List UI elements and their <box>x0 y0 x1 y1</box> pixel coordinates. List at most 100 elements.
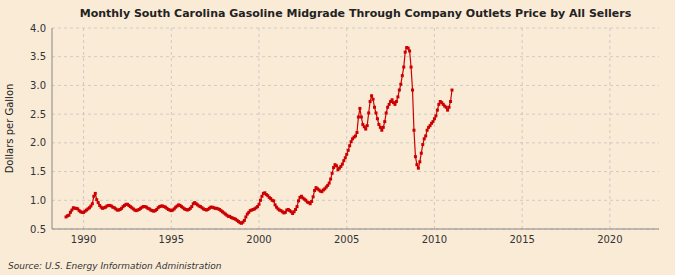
data-point <box>424 134 427 137</box>
data-point <box>244 215 247 218</box>
data-point <box>431 120 434 123</box>
data-point <box>67 214 70 217</box>
y-grid-line <box>52 200 659 201</box>
data-point <box>410 66 413 69</box>
y-tick-label: 2.0 <box>30 137 46 148</box>
y-grid-line <box>52 229 659 230</box>
data-point <box>398 89 401 92</box>
data-point <box>450 89 453 92</box>
x-tick-label: 2000 <box>246 234 271 245</box>
data-point <box>94 192 97 195</box>
data-point <box>345 153 348 156</box>
y-grid-line <box>52 171 659 172</box>
data-point <box>415 163 418 166</box>
data-point <box>335 164 338 167</box>
x-tick-label: 2005 <box>334 234 359 245</box>
y-tick-label: 3.0 <box>30 80 46 91</box>
data-point <box>259 199 262 202</box>
y-axis-label: Dollars per Gallon <box>4 84 15 174</box>
data-point <box>358 107 361 110</box>
x-grid-line <box>609 28 610 229</box>
data-point <box>374 111 377 114</box>
data-point <box>355 131 358 134</box>
y-tick-label: 1.0 <box>30 195 46 206</box>
y-tick-label: 4.0 <box>30 23 46 34</box>
data-point <box>404 51 407 54</box>
source-note: Source: U.S. Energy Information Administ… <box>8 261 222 271</box>
x-grid-line <box>522 28 523 229</box>
y-grid-line <box>52 142 659 143</box>
data-point <box>350 140 353 143</box>
data-point <box>412 129 415 132</box>
data-point <box>367 111 370 114</box>
data-point <box>386 106 389 109</box>
data-point <box>445 106 448 109</box>
x-grid-line <box>171 28 172 229</box>
data-point <box>448 106 451 109</box>
title: Monthly South Carolina Gasoline Midgrade… <box>80 7 632 20</box>
y-grid-line <box>52 85 659 86</box>
data-point <box>414 155 417 158</box>
data-point <box>395 100 398 103</box>
x-tick-label: 2020 <box>597 234 622 245</box>
x-grid-line <box>434 28 435 229</box>
data-point <box>370 94 373 97</box>
data-point <box>434 114 437 117</box>
data-point <box>391 98 394 101</box>
data-point <box>401 74 404 77</box>
data-point <box>433 117 436 120</box>
data-point <box>446 109 449 112</box>
data-point <box>344 156 347 159</box>
data-point <box>354 134 357 137</box>
data-point <box>408 49 411 52</box>
data-point <box>380 129 383 132</box>
plot-area <box>65 46 454 225</box>
data-point <box>377 123 380 126</box>
chart: Monthly South Carolina Gasoline Midgrade… <box>0 0 675 275</box>
x-tick-label: 1995 <box>159 234 184 245</box>
data-point <box>272 199 275 202</box>
data-point <box>388 103 391 106</box>
data-point <box>357 116 360 119</box>
y-tick-label: 3.5 <box>30 51 46 62</box>
data-point <box>341 163 344 166</box>
y-grid-line <box>52 28 659 29</box>
data-point <box>260 195 263 198</box>
data-point <box>310 200 313 203</box>
data-point <box>399 83 402 86</box>
data-point <box>373 106 376 109</box>
data-point <box>331 172 334 175</box>
data-point <box>407 47 410 50</box>
x-grid-line <box>83 28 84 229</box>
data-point <box>364 128 367 131</box>
data-point <box>369 100 372 103</box>
data-point <box>328 182 331 185</box>
y-tick-label: 2.5 <box>30 109 46 120</box>
data-point <box>379 126 382 129</box>
background <box>0 0 675 275</box>
data-point <box>436 109 439 112</box>
data-point <box>91 202 94 205</box>
y-grid-line <box>52 114 659 115</box>
data-point <box>423 137 426 140</box>
y-tick-label: 0.5 <box>30 224 46 235</box>
data-point <box>243 219 246 222</box>
data-point <box>411 89 414 92</box>
data-point <box>95 198 98 201</box>
data-point <box>294 208 297 211</box>
data-point <box>190 205 193 208</box>
data-point <box>449 100 452 103</box>
data-point <box>97 201 100 204</box>
y-tick-label: 1.5 <box>30 166 46 177</box>
data-point <box>393 103 396 106</box>
data-point <box>329 178 332 181</box>
data-point <box>366 124 369 127</box>
x-axis-line <box>52 229 659 230</box>
data-point <box>342 159 345 162</box>
grid <box>52 28 659 229</box>
y-axis-line <box>52 28 53 229</box>
data-point <box>348 144 351 147</box>
data-point <box>332 166 335 169</box>
data-point <box>313 189 316 192</box>
data-point <box>296 205 299 208</box>
